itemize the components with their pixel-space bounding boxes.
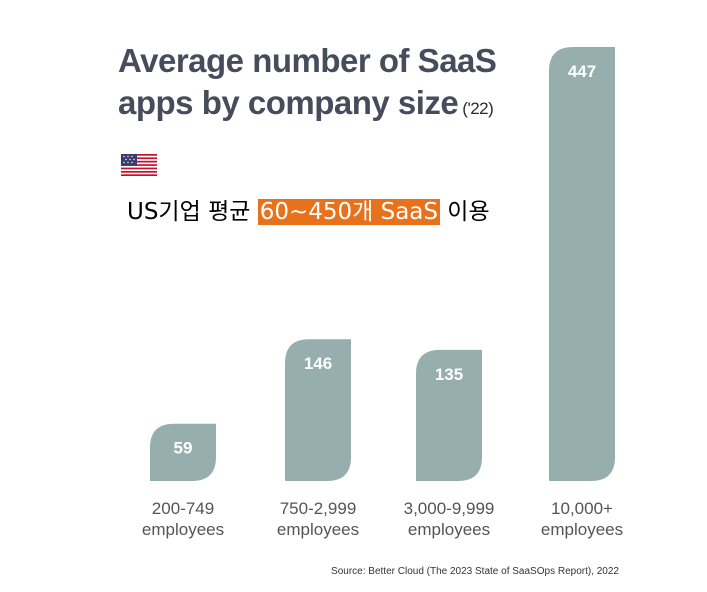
data-label-1: 146 bbox=[304, 354, 332, 373]
bar-3 bbox=[549, 47, 615, 481]
source-note: Source: Better Cloud (The 2023 State of … bbox=[331, 566, 619, 577]
subtitle-after: 이용 bbox=[440, 199, 490, 225]
bar-0 bbox=[150, 423, 216, 481]
data-label-2: 135 bbox=[435, 365, 463, 384]
category-label-1: 750-2,999 employees bbox=[277, 499, 359, 539]
title-line-2-text: apps by company size bbox=[118, 84, 459, 121]
chart-title: Average number of SaaS apps by company s… bbox=[118, 40, 497, 130]
us-flag-icon bbox=[121, 154, 157, 176]
subtitle-highlight: 60~450개 SaaS bbox=[257, 199, 440, 225]
data-label-3: 447 bbox=[568, 62, 596, 81]
category-label-0: 200-749 employees bbox=[142, 499, 224, 539]
category-label-3: 10,000+ employees bbox=[541, 499, 623, 539]
category-label-2: 3,000-9,999 employees bbox=[404, 499, 495, 539]
bar-1 bbox=[285, 339, 351, 481]
title-year: ('22) bbox=[462, 99, 494, 118]
subtitle: US기업 평균 60~450개 SaaS 이용 bbox=[127, 192, 490, 226]
subtitle-before: US기업 평균 bbox=[127, 199, 258, 225]
data-label-0: 59 bbox=[174, 439, 193, 458]
title-line-1: Average number of SaaS bbox=[118, 42, 497, 79]
bar-2 bbox=[416, 349, 482, 481]
title-line-2: apps by company size ('22) bbox=[118, 82, 496, 130]
